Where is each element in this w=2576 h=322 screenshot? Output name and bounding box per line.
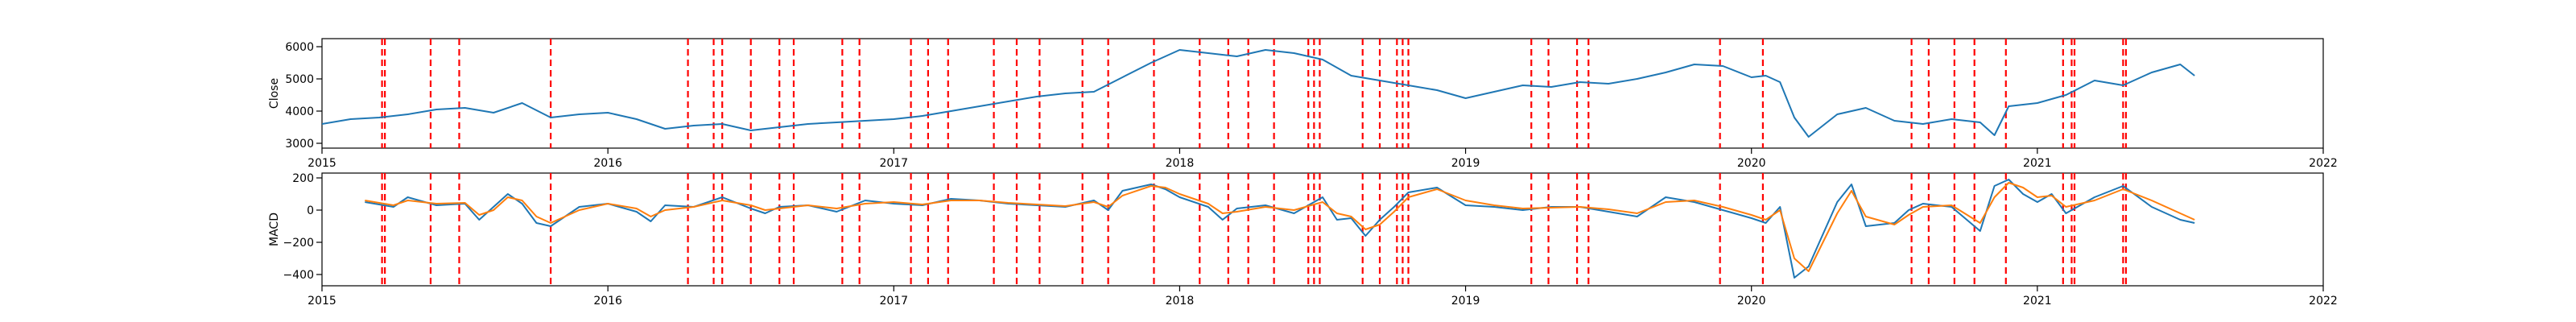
x-tick-label: 2022 <box>2309 157 2338 170</box>
y-tick-label: −400 <box>283 269 314 282</box>
x-tick-label: 2019 <box>1451 295 1480 308</box>
y-tick-label: 200 <box>292 172 314 185</box>
x-tick-label: 2015 <box>308 295 336 308</box>
x-tick-label: 2019 <box>1451 157 1480 170</box>
x-tick-label: 2015 <box>308 157 336 170</box>
plot-frame <box>321 172 2324 287</box>
x-tick-label: 2018 <box>1166 157 1195 170</box>
x-tick-label: 2017 <box>879 295 908 308</box>
plot-frame <box>321 38 2324 149</box>
y-axis-label: MACD <box>268 213 281 246</box>
close-line <box>322 49 2195 138</box>
signal-line <box>365 182 2195 272</box>
y-tick-label: 3000 <box>285 138 314 151</box>
x-tick-label: 2022 <box>2309 295 2338 308</box>
close-price-panel: 2015 2016 2017 2018 2019 2020 2021 2022 3000 4000… <box>268 38 2338 170</box>
y-tick-label: 6000 <box>285 41 314 54</box>
y-axis-label: Close <box>268 78 281 109</box>
x-tick-label: 2021 <box>2023 157 2052 170</box>
y-tick-label: 4000 <box>285 105 314 118</box>
y-tick-label: 5000 <box>285 73 314 86</box>
x-tick-label: 2016 <box>593 157 622 170</box>
x-tick-label: 2020 <box>1737 157 1766 170</box>
macd-panel: 2015 2016 2017 2018 2019 2020 2021 2022 200 0 −200… <box>268 172 2338 308</box>
y-tick-label: 0 <box>307 204 314 217</box>
x-tick-label: 2021 <box>2023 295 2052 308</box>
x-tick-label: 2018 <box>1166 295 1195 308</box>
y-tick-label: −200 <box>283 237 314 250</box>
x-tick-label: 2020 <box>1737 295 1766 308</box>
x-tick-label: 2017 <box>879 157 908 170</box>
x-tick-label: 2016 <box>593 295 622 308</box>
